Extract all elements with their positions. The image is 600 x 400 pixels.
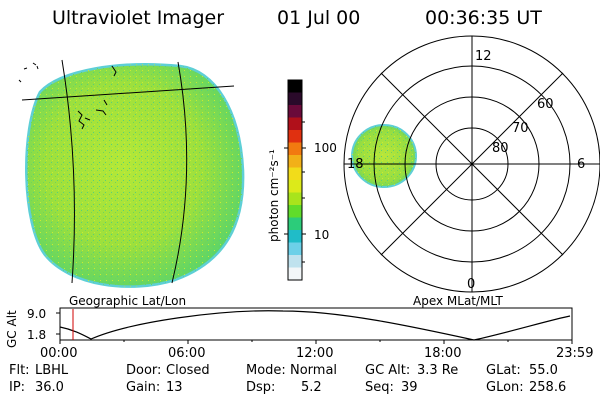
ip-value: 36.0 [35,380,64,395]
glat-value: 55.0 [529,363,558,378]
mode-value: Normal [290,363,338,378]
timeline-x-tick: 00:00 [40,346,78,361]
mlt-label-18: 18 [347,157,364,172]
colorbar-swatch [288,192,302,206]
timeline-y-label: GC Alt [5,310,19,348]
longitude-line-east [171,61,188,284]
lat-label-70: 70 [512,121,529,136]
auroral-texture [352,125,416,187]
colorbar-swatch [288,267,302,281]
door-value: Closed [166,363,210,378]
latitude-line [21,85,235,101]
coastline-fragment [77,65,117,130]
left-panel-caption: Geographic Lat/Lon [69,294,187,308]
colorbar-swatch [288,130,302,144]
time-label: 00:36:35 UT [425,7,542,29]
lat-label-80: 80 [492,141,509,156]
colorbar-swatch [288,167,302,181]
mlt-label-0: 0 [467,277,476,292]
timeline-x-tick: 18:00 [424,346,462,361]
gain-value: 13 [166,380,183,395]
mlt-line-diag [380,72,564,256]
date-label: 01 Jul 00 [277,7,361,29]
colorbar-swatch [288,80,302,94]
coastline-fragment [18,62,39,83]
lat-label-60: 60 [537,97,554,112]
earth-texture [26,64,244,287]
mlt-label-12: 12 [475,49,492,64]
colorbar-tick-10: 10 [314,228,330,242]
colorbar-swatch [288,117,302,131]
colorbar [287,79,303,281]
seq-label: Seq: [365,380,394,395]
colorbar-swatch [288,242,302,256]
ip-label: IP: [9,380,26,395]
colorbar-swatch [288,105,302,119]
timeline-x-tick: 12:00 [296,346,334,361]
timeline-y-tick-top: 9.0 [27,307,47,321]
polar-plot [343,35,600,293]
glon-label: GLon: [486,380,524,395]
colorbar-swatch [288,230,302,244]
altitude-timeline [56,307,573,344]
timeline-y-tick-bottom: 1.8 [27,328,47,342]
dsp-value: 5.2 [301,380,322,395]
colorbar-swatch [288,180,302,194]
instrument-title: Ultraviolet Imager [52,7,225,29]
flt-value: LBHL [35,363,69,378]
glat-label: GLat: [486,363,521,378]
colorbar-swatch [288,92,302,106]
colorbar-frame [287,79,303,281]
gcalt-value: 3.3 Re [417,363,459,378]
flt-label: Flt: [9,363,30,378]
timeline-x-tick: 23:59 [556,346,594,361]
timeline-x-tick: 06:00 [168,346,206,361]
altitude-curve [59,310,571,341]
longitude-line-west [61,59,75,284]
right-panel-caption: Apex MLat/MLT [413,294,503,308]
colorbar-tick-100: 100 [314,141,337,155]
colorbar-swatch [288,205,302,219]
door-label: Door: [126,363,162,378]
geographic-image [18,59,245,288]
mode-label: Mode: [246,363,286,378]
colorbar-swatch [288,255,302,269]
mlt-label-6: 6 [577,157,586,172]
gain-label: Gain: [126,380,161,395]
dsp-label: Dsp: [246,380,276,395]
gcalt-label: GC Alt: [365,363,411,378]
glon-value: 258.6 [529,380,567,395]
timeline-ticks [59,340,573,344]
colorbar-swatch [288,142,302,156]
colorbar-swatch [288,217,302,231]
seq-value: 39 [401,380,418,395]
colorbar-swatch [288,155,302,169]
colorbar-unit-label: photon cm⁻²s⁻¹ [267,149,281,242]
colorbar-ticks [284,121,306,263]
